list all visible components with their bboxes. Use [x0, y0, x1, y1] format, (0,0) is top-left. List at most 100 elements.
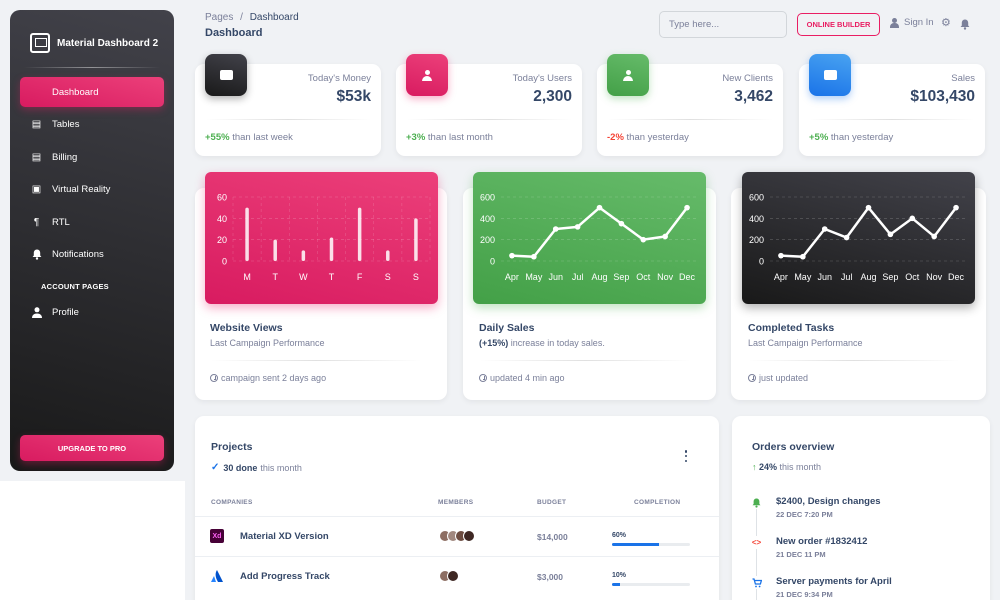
y-tick-label: 400 [749, 214, 764, 224]
projects-title: Projects [211, 441, 253, 453]
bar [301, 250, 306, 261]
stat-divider [205, 119, 371, 120]
y-tick-label: 600 [480, 193, 495, 203]
chart-subtitle: Last Campaign Performance [210, 338, 325, 348]
completion-progress-bar [612, 583, 690, 586]
timeline-title: Server payments for April [776, 576, 892, 587]
project-budget: $14,000 [537, 532, 568, 542]
sidebar-section-title: ACCOUNT PAGES [41, 282, 109, 291]
projects-done-rest: this month [260, 462, 302, 473]
y-tick-label: 20 [217, 235, 227, 245]
sign-in-link[interactable]: Sign In [890, 17, 934, 28]
person-icon [406, 54, 448, 96]
timeline-date: 22 DEC 7:20 PM [776, 510, 833, 519]
data-point [574, 224, 581, 230]
stat-note: than yesterday [623, 132, 689, 143]
stat-change: +3% [406, 132, 426, 143]
stat-label: Sales [951, 73, 975, 84]
data-point [909, 215, 916, 222]
x-tick-label: Nov [657, 272, 674, 282]
sidebar-item-label: Notifications [52, 249, 104, 260]
stat-footer: +3% than last month [406, 132, 493, 143]
completion-progress-fill [612, 543, 659, 546]
sidebar-item-label: Tables [52, 119, 80, 130]
y-tick-label: 0 [759, 257, 764, 267]
y-tick-label: 0 [222, 257, 227, 267]
breadcrumb-separator: / [240, 12, 243, 23]
stat-value: 3,462 [734, 88, 773, 105]
completion-progress-bar [612, 543, 690, 546]
code-icon: <> [750, 536, 763, 549]
timeline-item[interactable]: <> New order #1832412 21 DEC 11 PM [732, 536, 990, 576]
stat-change: -2% [607, 132, 624, 143]
table-row[interactable]: Xd Material XD Version $14,000 60% [195, 516, 719, 556]
projects-card: Projects ✓ 30 done this month COMPANIES … [195, 416, 719, 600]
stat-change: +55% [205, 132, 230, 143]
x-tick-label: Aug [591, 272, 607, 282]
chart-divider [748, 360, 960, 361]
bell-icon [750, 496, 763, 509]
projects-subtitle: ✓ 30 done this month [211, 462, 302, 473]
adobe-xd-logo: Xd [210, 529, 224, 543]
online-builder-button[interactable]: ONLINE BUILDER [797, 13, 880, 36]
stat-note: than yesterday [828, 132, 894, 143]
stat-label: Today's Money [307, 73, 371, 84]
sidebar-item-dashboard[interactable]: Dashboard [20, 77, 164, 107]
avatar[interactable] [463, 530, 475, 542]
sidebar-item-virtual-reality[interactable]: ▣ Virtual Reality [20, 175, 164, 205]
sidebar-item-profile[interactable]: Profile [20, 297, 164, 327]
sidebar-item-tables[interactable]: ▤ Tables [20, 110, 164, 140]
project-budget: $3,000 [537, 572, 563, 582]
more-vert-icon[interactable] [684, 450, 688, 462]
bar [245, 207, 249, 261]
timeline-item[interactable]: Server payments for April 21 DEC 9:34 PM [732, 576, 990, 600]
x-tick-label: S [413, 272, 419, 282]
data-point [843, 234, 850, 241]
column-header-completion: COMPLETION [634, 499, 681, 506]
x-tick-label: Aug [860, 272, 876, 282]
sidebar: Material Dashboard 2 Dashboard ▤ Tables … [10, 10, 174, 471]
x-tick-label: May [794, 272, 812, 282]
data-point [887, 231, 894, 238]
bar [357, 207, 362, 261]
sidebar-item-rtl[interactable]: ¶ RTL [20, 207, 164, 237]
cart-icon [750, 576, 763, 589]
chart-footer-text: updated 4 min ago [490, 373, 565, 383]
member-avatars [439, 530, 475, 542]
chart-title: Daily Sales [479, 322, 535, 334]
avatar[interactable] [447, 570, 459, 582]
timeline-item[interactable]: $2400, Design changes 22 DEC 7:20 PM [732, 496, 990, 536]
view-in-ar-icon: ▣ [31, 184, 42, 195]
bell-icon[interactable] [960, 17, 971, 30]
data-point [552, 226, 559, 232]
stat-label: Today's Users [512, 73, 572, 84]
x-tick-label: Sep [882, 272, 898, 282]
chart-footer: campaign sent 2 days ago [210, 373, 326, 383]
chart-title: Completed Tasks [748, 322, 835, 334]
chart-subtitle-bold: (+15%) [479, 338, 509, 348]
table-divider [195, 556, 719, 557]
chart-subtitle: (+15%) increase in today sales. [479, 338, 605, 348]
gear-icon[interactable]: ⚙ [941, 17, 951, 29]
completion-percent: 10% [612, 572, 627, 579]
x-tick-label: W [299, 272, 308, 282]
x-tick-label: Dec [679, 272, 696, 282]
upgrade-to-pro-button[interactable]: UPGRADE TO PRO [20, 435, 164, 461]
x-tick-label: May [525, 272, 543, 282]
clock-icon [748, 374, 756, 382]
sidebar-item-notifications[interactable]: Notifications [20, 240, 164, 270]
x-tick-label: Jun [548, 272, 563, 282]
y-tick-label: 200 [749, 235, 764, 245]
orders-overview-card: Orders overview ↑ 24% this month $2400, … [732, 416, 990, 600]
search-input[interactable] [659, 11, 787, 38]
completed-tasks-chart: 0 200 400 600 Apr May Jun Jul Aug Sep Oct Nov Dec [742, 172, 975, 304]
table-row[interactable]: Add Progress Track $3,000 10% [195, 556, 719, 596]
brand[interactable]: Material Dashboard 2 [10, 10, 174, 60]
stat-value: $103,430 [910, 88, 975, 105]
bar [273, 239, 277, 261]
breadcrumb-root[interactable]: Pages [205, 12, 234, 23]
dashboard-logo-icon [30, 33, 50, 53]
sidebar-item-billing[interactable]: ▤ Billing [20, 142, 164, 172]
breadcrumb: Pages / Dashboard [205, 12, 299, 23]
chart-divider [479, 360, 691, 361]
